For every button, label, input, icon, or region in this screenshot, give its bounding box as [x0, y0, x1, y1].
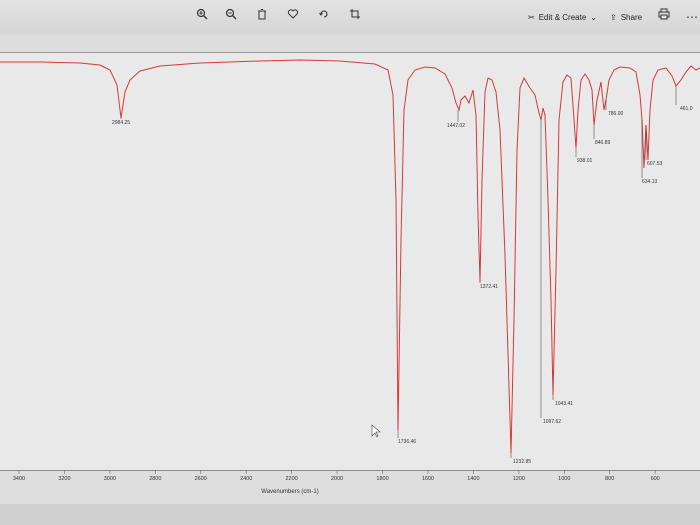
x-tick-label: 1200	[513, 476, 525, 482]
x-tick-label: 1800	[376, 476, 388, 482]
delete-icon[interactable]	[256, 8, 274, 26]
heart-icon[interactable]	[287, 8, 305, 26]
spectrum-series-line	[0, 59, 700, 454]
x-tick-label: 2800	[149, 476, 161, 482]
x-tick-label: 2000	[331, 476, 343, 482]
x-tick-label: 600	[651, 476, 660, 482]
peak-label: 786.00	[608, 111, 624, 117]
share-button[interactable]: ⇪ Share	[610, 9, 642, 25]
peak-label: 938.01	[577, 158, 593, 164]
x-tick-label: 3200	[58, 476, 70, 482]
x-tick-label: 3000	[104, 476, 116, 482]
more-icon[interactable]: ⋯	[686, 10, 698, 24]
bottom-margin	[0, 504, 700, 525]
peak-label: 1232.85	[513, 459, 531, 465]
peak-label: 1097.62	[543, 419, 561, 425]
scissors-icon: ✂	[528, 12, 535, 22]
peak-label: 461.0	[680, 106, 693, 112]
x-tick-label: 800	[605, 476, 614, 482]
x-tick-label: 3400	[13, 476, 25, 482]
peak-label: 634.13	[642, 179, 658, 185]
peak-label: 1043.41	[555, 401, 573, 407]
x-axis-label: Wavenumbers (cm-1)	[261, 489, 318, 495]
rotate-icon[interactable]	[318, 8, 336, 26]
peak-label: 607.53	[647, 161, 663, 167]
chevron-down-icon: ⌄	[590, 12, 597, 22]
share-icon: ⇪	[610, 12, 617, 22]
peak-label: 1736.46	[398, 439, 416, 445]
x-tick-label: 2400	[240, 476, 252, 482]
x-tick-label: 2200	[286, 476, 298, 482]
x-tick-label: 1600	[422, 476, 434, 482]
crop-icon[interactable]	[349, 8, 367, 26]
x-tick-label: 2600	[195, 476, 207, 482]
zoom-in-icon[interactable]	[196, 8, 214, 26]
edit-create-label: Edit & Create	[538, 12, 587, 22]
x-tick-label: 1000	[558, 476, 570, 482]
peak-label: 2984.25	[112, 120, 130, 126]
x-tick-label: 1400	[467, 476, 479, 482]
viewer-toolbar: ✂ Edit & Create ⌄ ⇪ Share ⋯	[0, 0, 700, 34]
x-axis-area	[0, 470, 700, 505]
peak-label: 846.89	[595, 140, 611, 146]
zoom-out-icon[interactable]	[225, 8, 243, 26]
spectrum-paper	[0, 52, 700, 471]
peak-label: 1372.41	[480, 284, 498, 290]
edit-create-button[interactable]: ✂ Edit & Create ⌄	[528, 9, 597, 25]
peak-label: 1447.02	[447, 123, 465, 129]
print-icon[interactable]	[658, 8, 676, 26]
share-label: Share	[620, 12, 643, 22]
